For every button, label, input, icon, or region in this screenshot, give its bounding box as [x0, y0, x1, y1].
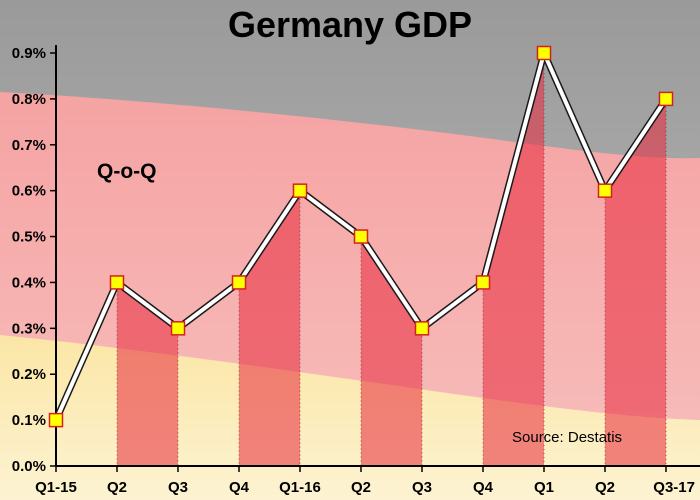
- x-tick-label: Q2: [351, 479, 371, 496]
- x-tick-label: Q2: [595, 479, 615, 496]
- y-tick-label: 0.3%: [12, 320, 46, 337]
- y-tick-label: 0.0%: [12, 458, 46, 475]
- area-segment: [361, 236, 422, 466]
- data-point: [170, 321, 186, 336]
- x-tick-label: Q1-16: [279, 479, 321, 496]
- source-note: Source: Destatis: [512, 429, 622, 446]
- data-point: [231, 275, 247, 290]
- x-tick-label: Q3: [168, 479, 188, 496]
- area-segment: [117, 282, 178, 466]
- chart-title: Germany GDP: [228, 4, 472, 45]
- y-tick-label: 0.2%: [12, 366, 46, 383]
- qoq-annotation: Q-o-Q: [97, 160, 156, 183]
- x-tick-label: Q1-15: [35, 479, 77, 496]
- data-point: [48, 412, 64, 428]
- drop-lines-layer: [55, 53, 667, 466]
- data-point: [292, 183, 308, 198]
- area-segment: [605, 98, 666, 466]
- x-tick-label: Q1: [534, 479, 554, 496]
- data-point: [658, 91, 674, 107]
- data-point: [353, 229, 369, 244]
- y-tick-label: 0.7%: [12, 137, 46, 154]
- area-segment: [239, 190, 300, 466]
- markers-layer: [48, 45, 674, 428]
- x-tick-label: Q4: [473, 479, 494, 496]
- x-tick-label: Q4: [229, 479, 250, 496]
- x-tick-label: Q3-17: [653, 479, 695, 496]
- y-tick-label: 0.9%: [12, 45, 46, 62]
- y-tick-label: 0.6%: [12, 183, 46, 200]
- area-segment: [483, 53, 544, 466]
- y-tick-labels: 0.0% 0.1% 0.2% 0.3% 0.4% 0.5% 0.6% 0.7% 0.8% 0.9%: [12, 45, 46, 475]
- axes: [50, 45, 700, 472]
- area-fill-layer: [117, 53, 666, 466]
- data-point: [597, 183, 613, 198]
- data-point: [536, 45, 552, 61]
- y-tick-label: 0.8%: [12, 91, 46, 108]
- data-point: [414, 321, 430, 336]
- data-point: [109, 275, 125, 290]
- data-point: [475, 275, 491, 290]
- x-tick-label: Q2: [107, 479, 127, 496]
- y-tick-label: 0.1%: [12, 412, 46, 429]
- y-tick-label: 0.5%: [12, 229, 46, 246]
- x-tick-labels: Q1-15 Q2 Q3 Q4 Q1-16 Q2 Q3 Q4 Q1 Q2 Q3-17: [35, 479, 695, 496]
- y-tick-label: 0.4%: [12, 274, 46, 291]
- x-tick-label: Q3: [412, 479, 432, 496]
